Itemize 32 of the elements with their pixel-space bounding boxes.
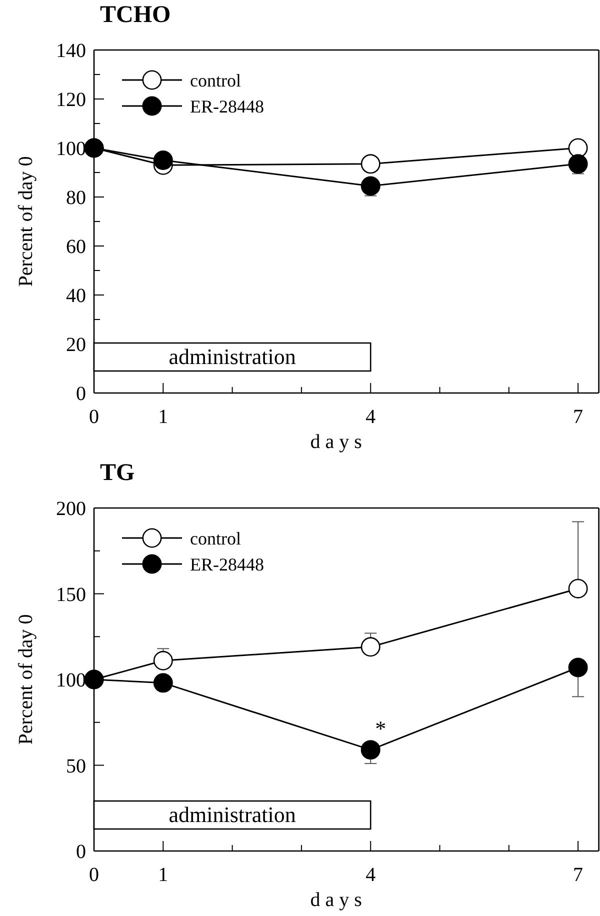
y-tick-label: 120 [56, 89, 86, 111]
annotation: * [375, 716, 386, 741]
chart-title: TCHO [100, 2, 171, 28]
x-axis-title: d a y s [310, 431, 362, 453]
x-tick-label: 7 [573, 406, 584, 428]
legend-label: ER-28448 [190, 554, 264, 574]
y-tick-label: 40 [66, 285, 86, 307]
x-tick-label: 7 [573, 864, 584, 886]
x-tick-label: 4 [366, 406, 376, 428]
band-label: administration [168, 344, 296, 369]
y-tick-label: 100 [56, 138, 86, 160]
y-tick-label: 80 [66, 187, 86, 209]
y-tick-label: 60 [66, 236, 86, 258]
y-tick-label: 100 [56, 670, 86, 692]
x-axis-title: d a y s [310, 889, 362, 911]
y-tick-label: 50 [66, 755, 86, 778]
x-tick-label: 1 [158, 864, 168, 886]
y-tick-label: 140 [56, 40, 86, 62]
y-axis-title: Percent of day 0 [15, 614, 37, 745]
y-tick-label: 0 [76, 383, 86, 405]
y-tick-label: 20 [66, 334, 86, 356]
x-tick-label: 4 [366, 864, 376, 886]
y-axis-title: Percent of day 0 [15, 156, 37, 287]
chart-title: TG [100, 460, 136, 486]
y-tick-label: 200 [56, 498, 86, 520]
legend-label: ER-28448 [190, 96, 264, 116]
x-tick-label: 1 [158, 406, 168, 428]
y-tick-label: 0 [76, 841, 86, 863]
band-label: administration [168, 802, 296, 827]
legend-label: control [190, 70, 241, 90]
y-tick-label: 150 [56, 584, 86, 606]
legend-label: control [190, 528, 241, 548]
